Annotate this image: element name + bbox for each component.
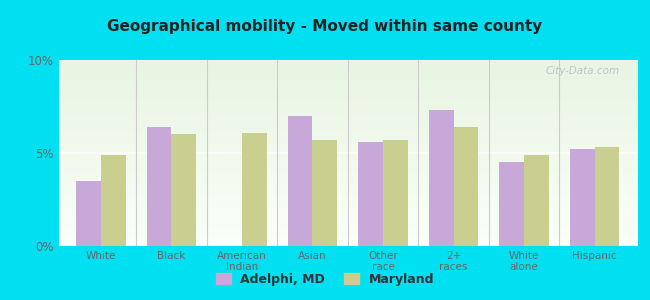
Bar (358, 142, 383, 246)
Bar (242, 133, 266, 246)
Bar (147, 127, 172, 246)
Bar (499, 162, 524, 246)
Bar (288, 116, 313, 246)
Bar (76, 181, 101, 246)
Bar (454, 127, 478, 246)
Legend: Adelphi, MD, Maryland: Adelphi, MD, Maryland (211, 268, 439, 291)
Bar (172, 134, 196, 246)
Bar (595, 147, 619, 246)
Bar (313, 140, 337, 246)
Bar (383, 140, 408, 246)
Text: City-Data.com: City-Data.com (545, 66, 619, 76)
Bar (524, 155, 549, 246)
Bar (570, 149, 595, 246)
Text: Geographical mobility - Moved within same county: Geographical mobility - Moved within sam… (107, 20, 543, 34)
Bar (101, 155, 125, 246)
Bar (429, 110, 454, 246)
